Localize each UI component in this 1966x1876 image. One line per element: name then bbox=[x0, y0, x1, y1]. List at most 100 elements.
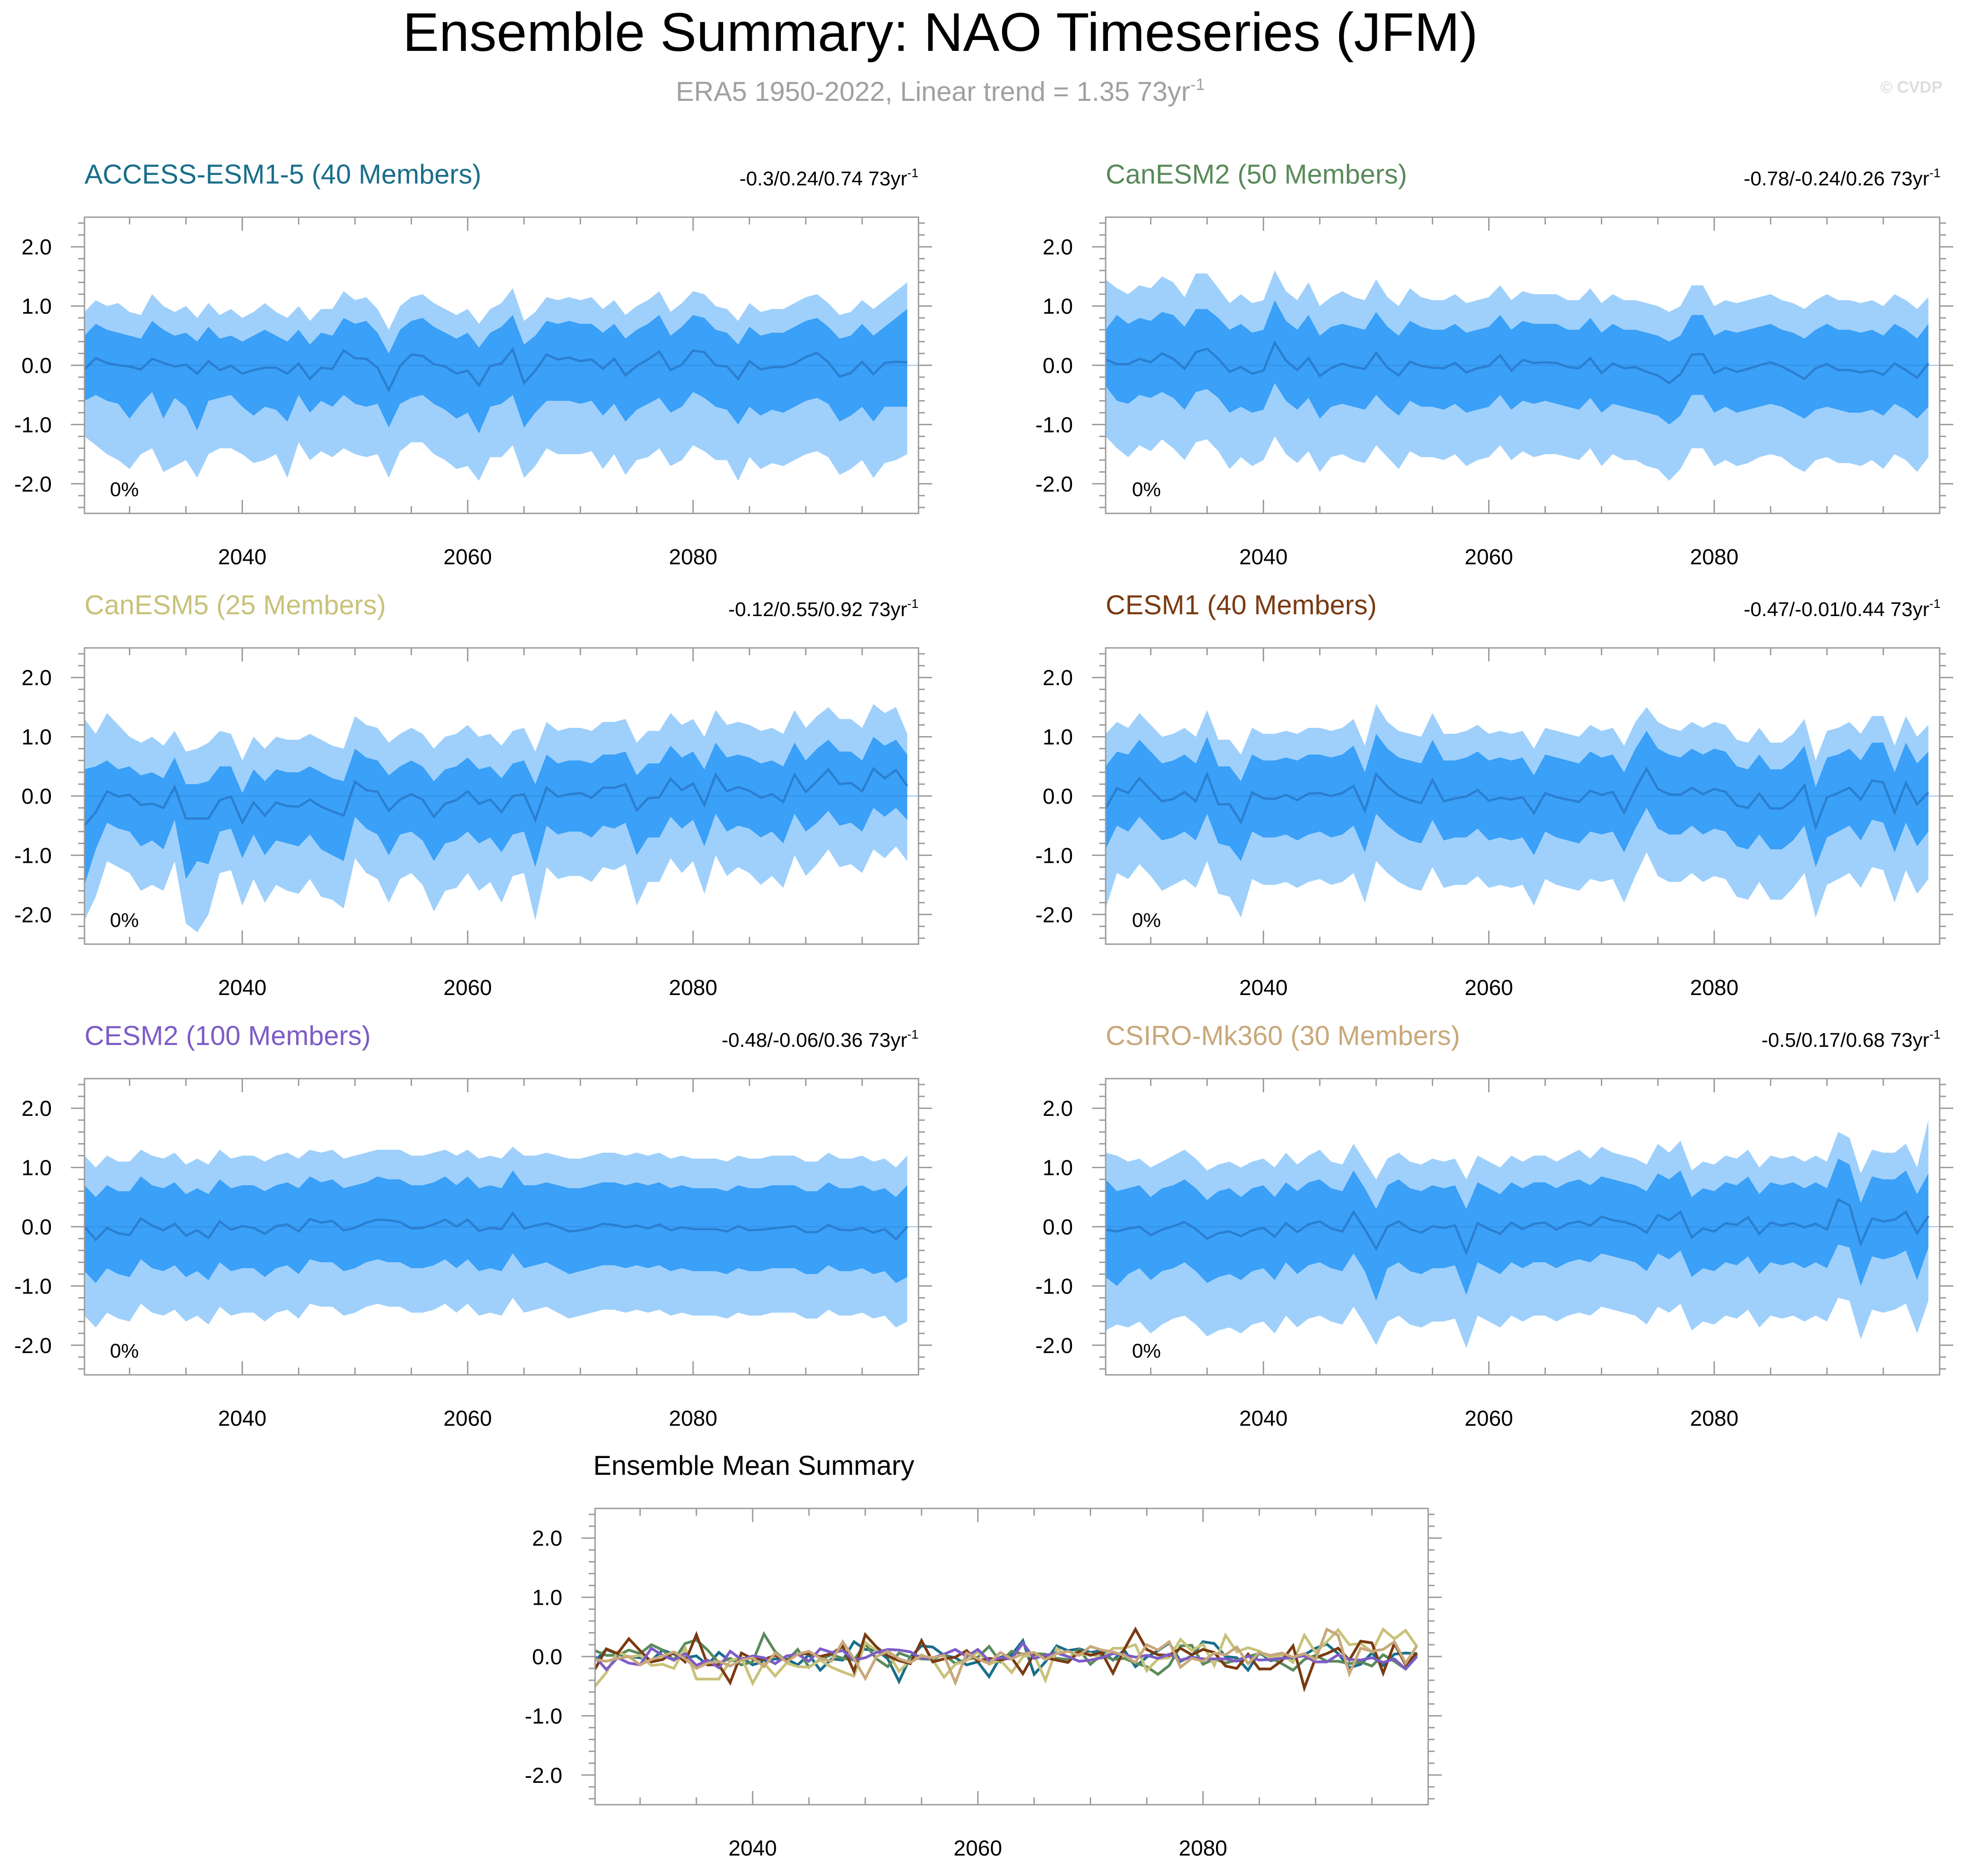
trend-superscript: -1 bbox=[907, 1027, 918, 1041]
percent-label: 0% bbox=[1132, 478, 1161, 501]
series-line-cesm2 bbox=[594, 1640, 1418, 1672]
panel-ensemble-mean-summary: Ensemble Mean Summary 2.01.00.0-1.0-2.02… bbox=[525, 1450, 1442, 1861]
y-tick-label: 0.0 bbox=[532, 1645, 562, 1669]
x-tick-label: 2040 bbox=[218, 976, 267, 1000]
x-tick-label: 2080 bbox=[1690, 976, 1738, 1000]
percent-label: 0% bbox=[1132, 1340, 1161, 1362]
x-tick-label: 2060 bbox=[443, 545, 492, 569]
panel-title: Ensemble Mean Summary bbox=[593, 1450, 914, 1481]
y-tick-label: 0.0 bbox=[21, 354, 52, 378]
figure-title: Ensemble Summary: NAO Timeseries (JFM) bbox=[402, 2, 1478, 63]
panel-access-esm1-5: ACCESS-ESM1-5 (40 Members) -0.3/0.24/0.7… bbox=[14, 159, 932, 569]
panel-canesm5: CanESM5 (25 Members) -0.12/0.55/0.92 73y… bbox=[14, 590, 932, 1000]
y-tick-label: 0.0 bbox=[1043, 785, 1073, 809]
y-tick-label: -2.0 bbox=[525, 1764, 562, 1788]
panel-title: CESM1 (40 Members) bbox=[1106, 590, 1377, 620]
x-tick-label: 2060 bbox=[443, 976, 492, 1000]
y-tick-label: -2.0 bbox=[1035, 473, 1073, 497]
y-tick-label: 0.0 bbox=[1043, 1215, 1073, 1239]
panel-title: CESM2 (100 Members) bbox=[84, 1020, 371, 1051]
y-tick-label: 2.0 bbox=[1043, 666, 1073, 690]
spread-25-75-band bbox=[84, 309, 908, 433]
y-tick-label: 2.0 bbox=[1043, 1097, 1073, 1121]
panel-trend: -0.5/0.17/0.68 73yr-1 bbox=[1762, 1027, 1941, 1051]
x-tick-label: 2040 bbox=[729, 1836, 777, 1861]
x-tick-label: 2060 bbox=[443, 1407, 492, 1431]
percent-label: 0% bbox=[1132, 909, 1161, 931]
panel-trend: -0.3/0.24/0.74 73yr-1 bbox=[740, 166, 918, 190]
y-tick-label: 0.0 bbox=[21, 785, 52, 809]
x-tick-label: 2060 bbox=[1465, 545, 1513, 569]
subtitle-text: ERA5 1950-2022, Linear trend = 1.35 73yr bbox=[676, 76, 1190, 107]
panel-canesm2: CanESM2 (50 Members) -0.78/-0.24/0.26 73… bbox=[1035, 159, 1953, 569]
y-tick-label: -2.0 bbox=[1035, 903, 1073, 927]
plot-area: 2.0 1.0 0.0 -1.0 -2.0 2040 2060 2080 bbox=[1035, 647, 1953, 1000]
y-tick-label: -2.0 bbox=[14, 903, 52, 927]
y-tick-label: -1.0 bbox=[1035, 844, 1073, 868]
trend-text: -0.78/-0.24/0.26 73yr bbox=[1744, 168, 1929, 190]
series-line-csiro-mk360 bbox=[595, 1627, 1418, 1687]
y-tick-label: 2.0 bbox=[21, 235, 52, 259]
plot-area: 2.0 1.0 0.0 -1.0 -2.0 2040 2060 2080 bbox=[1035, 216, 1953, 569]
plot-area: 2.0 1.0 0.0 -1.0 -2.0 2040 2060 2080 bbox=[14, 647, 932, 1000]
x-tick-label: 2040 bbox=[1239, 545, 1288, 569]
x-tick-label: 2040 bbox=[1239, 976, 1288, 1000]
ensemble-mean-line bbox=[84, 767, 909, 826]
y-tick-label: -1.0 bbox=[525, 1704, 562, 1728]
plot-area: 2.0 1.0 0.0 -1.0 -2.0 2040 2060 2080 bbox=[14, 216, 932, 569]
panel-csiro-mk360: CSIRO-Mk360 (30 Members) -0.5/0.17/0.68 … bbox=[1035, 1020, 1953, 1431]
trend-superscript: -1 bbox=[1929, 166, 1941, 180]
y-tick-label: 1.0 bbox=[21, 1156, 52, 1180]
x-tick-label: 2080 bbox=[669, 976, 717, 1000]
x-tick-label: 2040 bbox=[1239, 1407, 1288, 1431]
panel-title: CanESM5 (25 Members) bbox=[84, 590, 386, 620]
ensemble-mean-line bbox=[1105, 1198, 1930, 1256]
trend-text: -0.3/0.24/0.74 73yr bbox=[740, 168, 907, 190]
y-tick-label: 2.0 bbox=[21, 666, 52, 690]
panel-cesm2: CESM2 (100 Members) -0.48/-0.06/0.36 73y… bbox=[14, 1020, 932, 1431]
y-tick-label: -1.0 bbox=[1035, 1274, 1073, 1299]
ensemble-mean-line bbox=[1105, 340, 1930, 385]
panel-title: CanESM2 (50 Members) bbox=[1106, 159, 1407, 189]
panel-title: CSIRO-Mk360 (30 Members) bbox=[1106, 1020, 1460, 1051]
y-tick-label: -2.0 bbox=[1035, 1334, 1073, 1358]
y-tick-label: -1.0 bbox=[14, 413, 52, 437]
y-tick-label: -2.0 bbox=[14, 473, 52, 497]
trend-superscript: -1 bbox=[1929, 1027, 1941, 1041]
panel-trend: -0.48/-0.06/0.36 73yr-1 bbox=[722, 1027, 918, 1051]
ensemble-mean-line bbox=[84, 1211, 909, 1242]
trend-superscript: -1 bbox=[1929, 597, 1941, 611]
x-tick-label: 2080 bbox=[1179, 1836, 1227, 1861]
spread-25-75-band bbox=[1106, 1159, 1929, 1301]
x-tick-label: 2040 bbox=[218, 545, 267, 569]
y-tick-label: 1.0 bbox=[1043, 295, 1073, 319]
figure-subtitle: ERA5 1950-2022, Linear trend = 1.35 73yr… bbox=[676, 75, 1205, 107]
panel-trend: -0.47/-0.01/0.44 73yr-1 bbox=[1744, 597, 1941, 621]
x-tick-label: 2060 bbox=[1465, 1407, 1513, 1431]
x-tick-label: 2060 bbox=[1465, 976, 1513, 1000]
percent-label: 0% bbox=[110, 909, 139, 931]
subtitle-superscript: -1 bbox=[1190, 75, 1205, 94]
y-tick-label: 2.0 bbox=[1043, 235, 1073, 259]
panel-trend: -0.78/-0.24/0.26 73yr-1 bbox=[1744, 166, 1941, 190]
ensemble-mean-line bbox=[84, 347, 908, 393]
y-tick-label: 1.0 bbox=[21, 295, 52, 319]
panel-trend: -0.12/0.55/0.92 73yr-1 bbox=[728, 597, 918, 621]
spread-25-75-band bbox=[1106, 300, 1929, 425]
spread-25-75-band bbox=[84, 736, 908, 885]
x-tick-label: 2080 bbox=[669, 1407, 717, 1431]
panel-cesm1: CESM1 (40 Members) -0.47/-0.01/0.44 73yr… bbox=[1035, 590, 1953, 1000]
x-tick-label: 2040 bbox=[218, 1407, 267, 1431]
y-tick-label: -2.0 bbox=[14, 1334, 52, 1358]
plot-area: 2.0 1.0 0.0 -1.0 -2.0 2040 2060 2080 bbox=[525, 1508, 1442, 1861]
trend-text: -0.5/0.17/0.68 73yr bbox=[1762, 1029, 1929, 1051]
x-tick-label: 2080 bbox=[669, 545, 717, 569]
trend-text: -0.12/0.55/0.92 73yr bbox=[728, 598, 907, 621]
trend-superscript: -1 bbox=[907, 597, 918, 611]
x-tick-label: 2080 bbox=[1690, 1407, 1738, 1431]
ensemble-mean-line bbox=[1104, 766, 1930, 831]
y-tick-label: 0.0 bbox=[1043, 354, 1073, 378]
percent-label: 0% bbox=[110, 478, 139, 501]
y-tick-label: 1.0 bbox=[1043, 726, 1073, 750]
x-tick-label: 2080 bbox=[1690, 545, 1738, 569]
